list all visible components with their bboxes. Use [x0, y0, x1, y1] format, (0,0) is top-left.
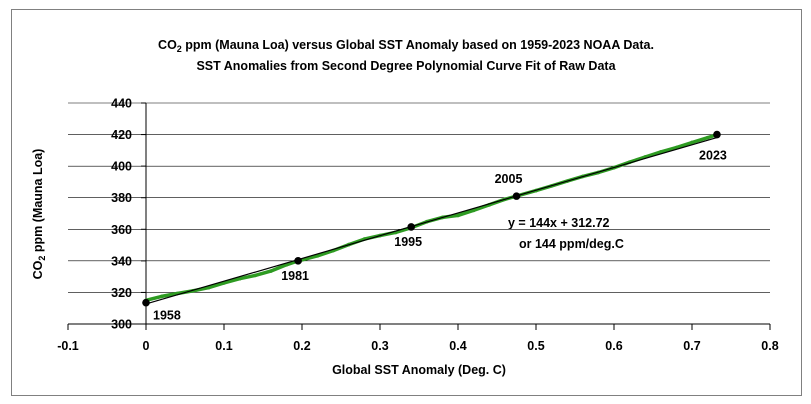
series-point-36	[705, 135, 710, 140]
chart-title-line2: SST Anomalies from Second Degree Polynom…	[196, 59, 616, 73]
year-label-1981: 1981	[281, 269, 309, 283]
series-line-0	[144, 132, 719, 303]
year-marker-2023	[713, 130, 721, 139]
y-tick-label-6: 420	[111, 128, 132, 142]
series-layer	[144, 132, 719, 303]
x-tick-label-8: 0.7	[683, 339, 700, 353]
series-point-7	[253, 273, 257, 278]
x-ticks: -0.1 0 0.1 0.2 0.3 0.4 0.5 0.6 0.7 0.8	[57, 324, 779, 353]
series-point-8	[269, 269, 273, 273]
grid-lines	[68, 102, 770, 293]
axes	[68, 103, 770, 329]
series-point-6	[237, 276, 242, 281]
trend-equation-line1: y = 144x + 312.72	[508, 216, 610, 230]
y-tick-label-5: 400	[111, 160, 132, 174]
x-axis-label: Global SST Anomaly (Deg. C)	[332, 363, 506, 377]
x-tick-label-6: 0.5	[527, 339, 544, 353]
chart-title-line1: CO2 ppm (Mauna Loa) versus Global SST An…	[158, 38, 654, 54]
y-tick-label-3: 360	[111, 223, 132, 237]
x-tick-label-0: -0.1	[57, 339, 79, 353]
series-point-34	[674, 145, 679, 150]
year-label-2023: 2023	[699, 149, 727, 163]
series-point-33	[659, 150, 663, 154]
year-label-2005: 2005	[495, 172, 523, 186]
series-point-4	[206, 285, 211, 290]
labeled-points-layer: 1958 1981 1995 2005 2023	[142, 130, 727, 323]
x-tick-label-5: 0.4	[449, 339, 466, 353]
x-tick-label-4: 0.3	[371, 339, 388, 353]
trendline	[145, 136, 718, 305]
y-tick-label-1: 320	[111, 286, 132, 300]
year-marker-2005	[512, 192, 521, 200]
series-point-21	[471, 208, 476, 213]
year-label-1995: 1995	[394, 235, 422, 249]
y-tick-label-7: 440	[111, 97, 132, 111]
series-point-35	[690, 140, 694, 145]
y-axis-label: CO2 ppm (Mauna Loa)	[31, 149, 47, 280]
series-point-1	[159, 294, 164, 299]
x-tick-label-3: 0.2	[293, 339, 310, 353]
x-tick-label-1: 0	[143, 339, 150, 353]
y-tick-label-0: 300	[111, 318, 132, 332]
x-tick-label-9: 0.8	[761, 339, 778, 353]
series-point-9	[284, 263, 289, 267]
series-point-20	[456, 213, 460, 218]
y-ticks: 300 320 340 360 380 400 420 440	[111, 97, 146, 332]
year-marker-1981	[294, 257, 302, 265]
trendline-layer	[145, 136, 718, 305]
y-tick-label-4: 380	[111, 191, 132, 205]
year-marker-1958	[142, 298, 150, 307]
year-label-1958: 1958	[153, 309, 181, 323]
series-point-11	[315, 254, 320, 258]
x-tick-label-7: 0.6	[605, 339, 622, 353]
chart-frame	[11, 9, 802, 396]
y-tick-label-2: 340	[111, 254, 132, 268]
trend-equation-line2: or 144 ppm/deg.C	[519, 237, 624, 251]
x-tick-label-2: 0.1	[215, 339, 232, 353]
year-marker-1995	[407, 223, 416, 231]
